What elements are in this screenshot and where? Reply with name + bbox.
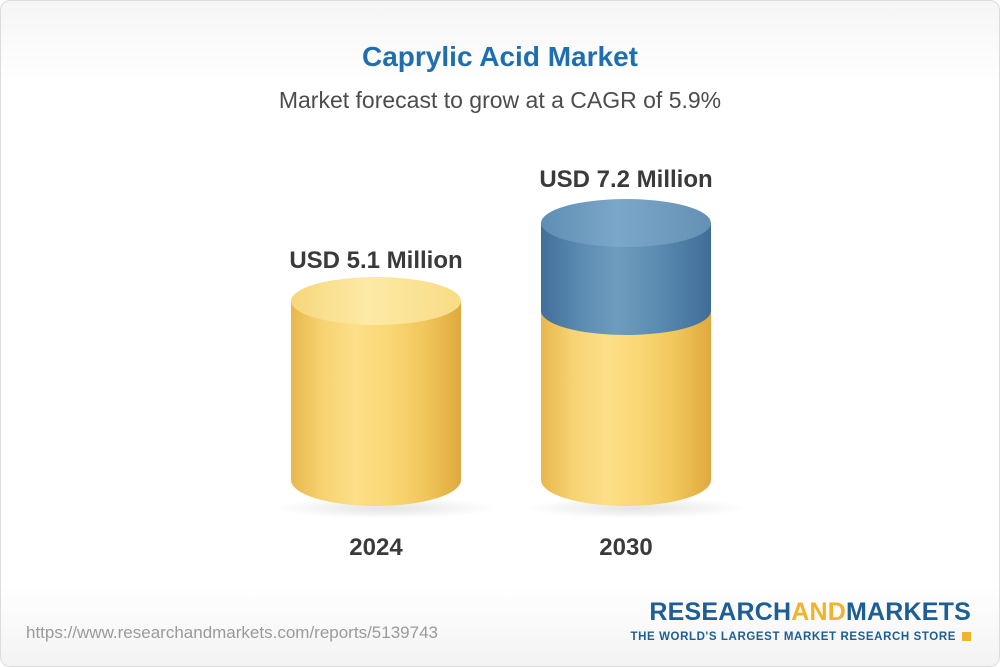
axis-label-2024: 2024	[349, 534, 403, 561]
axis-label-2030: 2030	[599, 534, 653, 561]
logo-tagline-row: THE WORLD'S LARGEST MARKET RESEARCH STOR…	[630, 630, 971, 643]
chart-subtitle: Market forecast to grow at a CAGR of 5.9…	[278, 87, 722, 113]
page-title: Caprylic Acid Market	[362, 41, 638, 72]
report-url: https://www.researchandmarkets.com/repor…	[26, 623, 438, 642]
value-label-2030: USD 7.2 Million	[539, 166, 713, 193]
bar-shadow	[521, 497, 751, 519]
logo-wordmark: RESEARCHANDMARKETS	[631, 598, 972, 627]
bar-2030-yellow-segment	[541, 309, 711, 506]
bar-2030-top-ellipse	[541, 199, 711, 247]
value-label-2024: USD 5.1 Million	[289, 247, 463, 274]
logo-word-markets: MARKETS	[845, 598, 971, 626]
research-and-markets-logo: RESEARCHANDMARKETS THE WORLD'S LARGEST M…	[630, 598, 972, 643]
bar-shadow	[271, 497, 501, 519]
bar-2024-body	[291, 301, 461, 506]
logo-tagline-text: THE WORLD'S LARGEST MARKET RESEARCH STOR…	[630, 630, 956, 643]
logo-word-research: RESEARCH	[649, 598, 792, 626]
bar-2024-top-ellipse	[291, 277, 461, 325]
logo-word-and: AND	[791, 598, 846, 626]
logo-square-icon	[962, 632, 971, 641]
